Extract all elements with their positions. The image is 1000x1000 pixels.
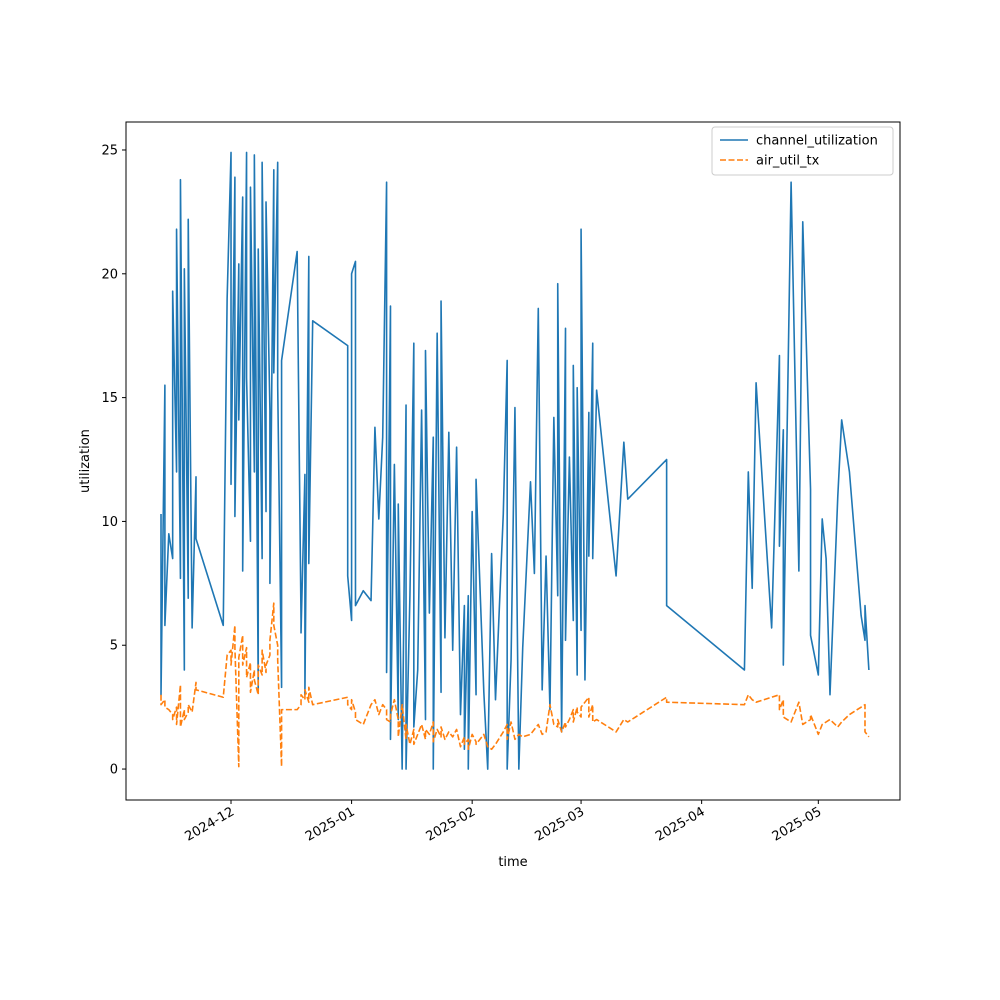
legend-label: channel_utilization xyxy=(756,134,878,149)
plot-frame xyxy=(125,121,901,801)
x-tick-label: 2025-02 xyxy=(424,804,479,844)
y-tick-label: 20 xyxy=(101,267,118,282)
x-tick-label: 2024-12 xyxy=(182,804,237,844)
y-axis-label: utilization xyxy=(78,429,93,493)
x-tick-label: 2025-04 xyxy=(653,804,708,844)
x-axis-label: time xyxy=(498,855,527,870)
y-tick-label: 10 xyxy=(101,515,118,530)
x-tick-label: 2025-03 xyxy=(533,804,588,844)
legend-label: air_util_tx xyxy=(756,154,820,169)
series-line xyxy=(160,602,870,768)
y-tick-label: 5 xyxy=(110,639,118,654)
y-tick-label: 25 xyxy=(101,143,118,158)
series-line xyxy=(160,151,870,770)
x-tick-label: 2025-01 xyxy=(303,804,358,844)
y-tick-label: 15 xyxy=(101,391,118,406)
x-tick-label: 2025-05 xyxy=(770,804,825,844)
legend-box xyxy=(711,126,894,176)
y-tick-label: 0 xyxy=(110,763,118,778)
